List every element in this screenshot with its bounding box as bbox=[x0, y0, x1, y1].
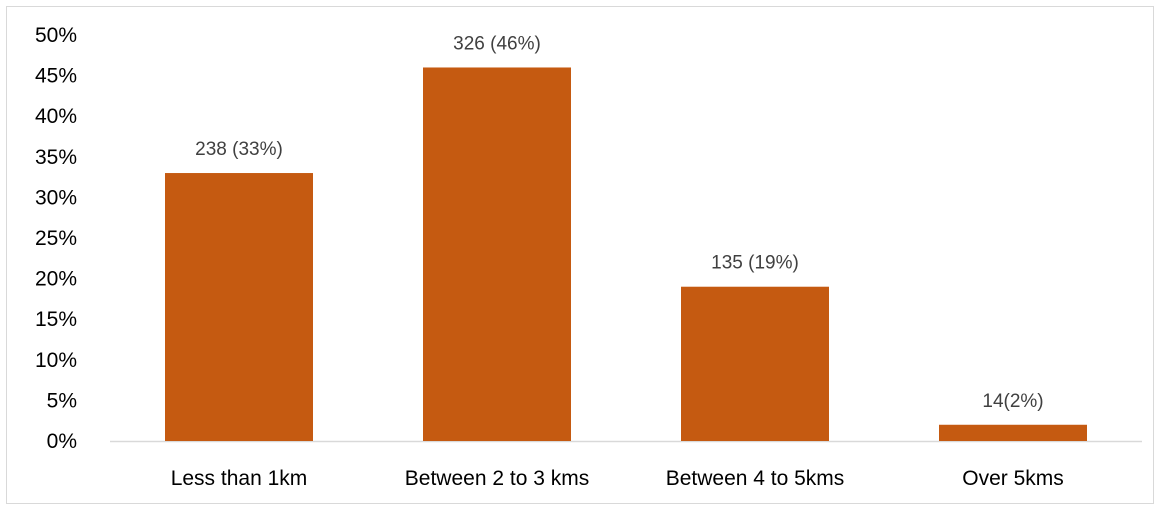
y-tick-label: 40% bbox=[35, 105, 77, 128]
category-label: Between 2 to 3 kms bbox=[405, 467, 589, 490]
y-tick-label: 20% bbox=[35, 268, 77, 291]
y-tick-label: 5% bbox=[47, 389, 77, 412]
y-tick-label: 45% bbox=[35, 65, 77, 88]
y-tick-label: 0% bbox=[47, 430, 77, 453]
bar bbox=[423, 67, 571, 441]
category-label: Less than 1km bbox=[171, 467, 308, 490]
category-labels: Less than 1km Between 2 to 3 kms Between 4… bbox=[171, 467, 1064, 490]
bar bbox=[681, 286, 829, 441]
data-label: 326 (46%) bbox=[453, 33, 541, 54]
y-tick-label: 25% bbox=[35, 227, 77, 250]
category-label: Between 4 to 5kms bbox=[666, 467, 845, 490]
y-tick-label: 30% bbox=[35, 186, 77, 209]
y-axis-tick-labels: 0% 5% 10% 15% 20% 25% 30% 35% 40% 45% 50% bbox=[35, 24, 77, 453]
bar bbox=[165, 173, 313, 442]
category-label: Over 5kms bbox=[962, 467, 1064, 490]
y-tick-label: 50% bbox=[35, 24, 77, 47]
data-label: 238 (33%) bbox=[195, 139, 283, 160]
data-label: 135 (19%) bbox=[711, 253, 799, 274]
y-tick-label: 15% bbox=[35, 308, 77, 331]
bars bbox=[165, 67, 1087, 442]
data-labels: 238 (33%) 326 (46%) 135 (19%) 14(2%) bbox=[195, 33, 1043, 411]
data-label: 14(2%) bbox=[982, 391, 1043, 412]
y-tick-label: 35% bbox=[35, 146, 77, 169]
bar bbox=[939, 424, 1087, 441]
y-tick-label: 10% bbox=[35, 349, 77, 372]
